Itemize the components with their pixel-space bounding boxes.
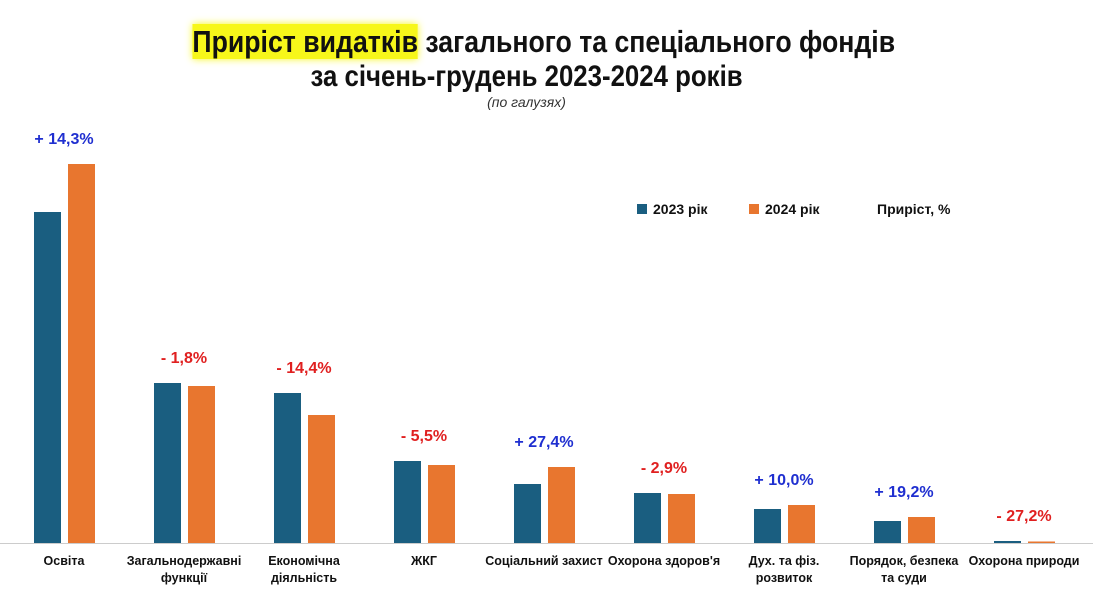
category-label-6: Дух. та фіз. (749, 554, 820, 568)
legend-swatch-2024 (749, 204, 759, 214)
category-label-2: Економічна (268, 554, 341, 568)
title-line2: за січень-грудень 2023-2024 років (310, 60, 743, 93)
category-label-2: діяльність (271, 571, 337, 585)
bar-2023-6 (754, 509, 781, 543)
legend-2024: 2024 рік (749, 201, 819, 217)
category-label-5: Охорона здоров'я (608, 554, 720, 568)
growth-label-6: + 10,0% (754, 472, 813, 489)
bar-2024-5 (668, 494, 695, 543)
bar-2024-1 (188, 386, 215, 543)
category-label-1: Загальнодержавні (127, 554, 242, 568)
subtitle: (по галузях) (487, 94, 566, 110)
bar-2024-7 (908, 517, 935, 543)
category-label-6: розвиток (756, 571, 813, 585)
bar-2024-8 (1028, 541, 1055, 543)
category-label-7: Порядок, безпека (850, 554, 960, 568)
bar-2023-2 (274, 393, 301, 543)
bar-2023-8 (994, 541, 1021, 543)
category-label-7: та суди (881, 571, 927, 585)
legend-label-2023: 2023 рік (653, 201, 708, 217)
category-label-8: Охорона природи (969, 554, 1080, 568)
growth-label-3: - 5,5% (401, 428, 447, 445)
bar-2023-4 (514, 484, 541, 543)
category-label-1: функції (161, 571, 208, 585)
legend-swatch-2023 (637, 204, 647, 214)
bar-2023-3 (394, 461, 421, 543)
bar-2024-2 (308, 415, 335, 543)
growth-label-4: + 27,4% (514, 434, 573, 451)
legend-growth: Приріст, % (877, 201, 950, 217)
bar-2023-0 (34, 212, 61, 543)
bar-2023-1 (154, 383, 181, 543)
growth-label-0: + 14,3% (34, 131, 93, 148)
title-highlight: Приріст видатків (192, 24, 418, 59)
legend-2023: 2023 рік (637, 201, 707, 217)
title-line1: Приріст видатків загального та спеціальн… (74, 24, 1014, 60)
category-label-4: Соціальний захист (485, 554, 603, 568)
growth-label-1: - 1,8% (161, 350, 207, 367)
legend-label-growth: Приріст, % (877, 201, 951, 217)
bar-2023-7 (874, 521, 901, 543)
bar-2024-6 (788, 505, 815, 543)
growth-label-2: - 14,4% (276, 360, 331, 377)
bar-2023-5 (634, 493, 661, 543)
growth-label-7: + 19,2% (874, 484, 933, 501)
category-label-0: Освіта (44, 554, 86, 568)
category-label-3: ЖКГ (410, 554, 437, 568)
growth-label-5: - 2,9% (641, 460, 687, 477)
bar-2024-4 (548, 467, 575, 543)
legend-label-2024: 2024 рік (765, 201, 820, 217)
bar-2024-3 (428, 465, 455, 543)
bar-2024-0 (68, 164, 95, 543)
title-rest: загального та спеціального фондів (417, 24, 896, 59)
growth-label-8: - 27,2% (996, 508, 1051, 525)
